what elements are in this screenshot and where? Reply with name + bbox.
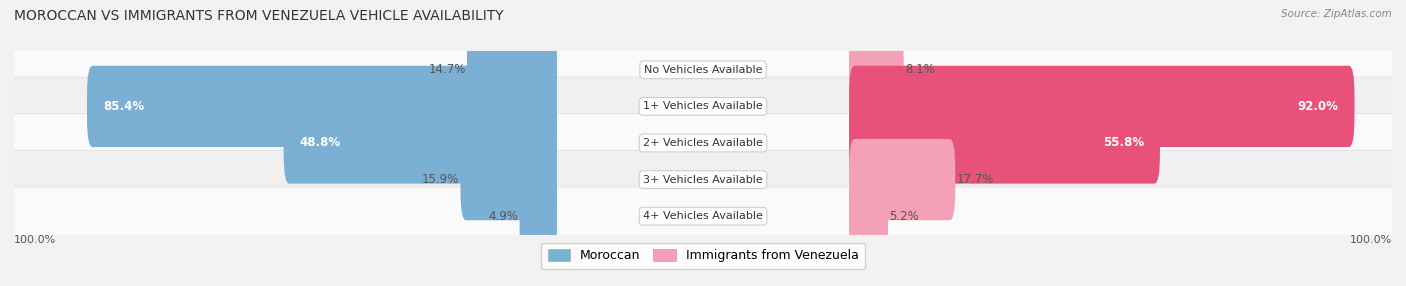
FancyBboxPatch shape: [849, 29, 904, 110]
FancyBboxPatch shape: [13, 187, 1393, 245]
FancyBboxPatch shape: [13, 41, 1393, 99]
FancyBboxPatch shape: [87, 66, 557, 147]
Text: Source: ZipAtlas.com: Source: ZipAtlas.com: [1281, 9, 1392, 19]
Text: 100.0%: 100.0%: [1350, 235, 1392, 245]
Text: 3+ Vehicles Available: 3+ Vehicles Available: [643, 175, 763, 184]
Text: 4.9%: 4.9%: [488, 210, 519, 223]
FancyBboxPatch shape: [13, 77, 1393, 136]
Text: 100.0%: 100.0%: [14, 235, 56, 245]
Text: 5.2%: 5.2%: [890, 210, 920, 223]
Text: 4+ Vehicles Available: 4+ Vehicles Available: [643, 211, 763, 221]
Text: 8.1%: 8.1%: [905, 63, 935, 76]
FancyBboxPatch shape: [520, 176, 557, 257]
FancyBboxPatch shape: [13, 150, 1393, 209]
Text: MOROCCAN VS IMMIGRANTS FROM VENEZUELA VEHICLE AVAILABILITY: MOROCCAN VS IMMIGRANTS FROM VENEZUELA VE…: [14, 9, 503, 23]
FancyBboxPatch shape: [849, 66, 1354, 147]
Text: 92.0%: 92.0%: [1298, 100, 1339, 113]
Text: 55.8%: 55.8%: [1102, 136, 1144, 150]
FancyBboxPatch shape: [849, 102, 1160, 184]
Text: 17.7%: 17.7%: [956, 173, 994, 186]
Text: 85.4%: 85.4%: [103, 100, 143, 113]
FancyBboxPatch shape: [467, 29, 557, 110]
Text: 14.7%: 14.7%: [429, 63, 465, 76]
Text: 1+ Vehicles Available: 1+ Vehicles Available: [643, 102, 763, 111]
Legend: Moroccan, Immigrants from Venezuela: Moroccan, Immigrants from Venezuela: [541, 243, 865, 269]
FancyBboxPatch shape: [461, 139, 557, 220]
FancyBboxPatch shape: [849, 176, 889, 257]
Text: 2+ Vehicles Available: 2+ Vehicles Available: [643, 138, 763, 148]
FancyBboxPatch shape: [284, 102, 557, 184]
Text: No Vehicles Available: No Vehicles Available: [644, 65, 762, 75]
Text: 48.8%: 48.8%: [299, 136, 340, 150]
FancyBboxPatch shape: [13, 114, 1393, 172]
FancyBboxPatch shape: [849, 139, 955, 220]
Text: 15.9%: 15.9%: [422, 173, 460, 186]
